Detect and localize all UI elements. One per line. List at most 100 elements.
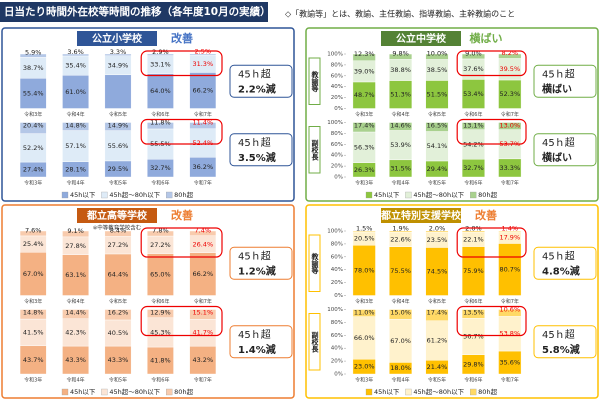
data-label: 7.4% <box>195 226 212 234</box>
x-tick-label: 令和4年 <box>67 377 85 384</box>
bar-segment <box>147 73 174 109</box>
bar-segment <box>498 122 522 130</box>
bar-segment <box>389 309 413 320</box>
data-label: 14.8% <box>65 122 86 130</box>
x-tick-label: 令和7年 <box>194 298 212 305</box>
bar-segment <box>461 230 485 233</box>
callout-line: 45ｈ超 <box>542 136 575 149</box>
panel-title: 公立中学校 <box>396 32 447 45</box>
y-tick-label: 0% <box>334 106 343 112</box>
x-tick-label: 令和6年 <box>151 111 169 118</box>
data-label: 22.1% <box>463 235 484 243</box>
callout-line: 1.4%減 <box>238 343 276 356</box>
data-label: 17.4% <box>354 122 375 130</box>
bar-segment <box>189 53 217 56</box>
y-tick-label: 100% <box>327 229 343 235</box>
legend-label: 45h以下 <box>374 191 400 199</box>
data-label: 16.5% <box>427 122 448 130</box>
data-label: 41.7% <box>192 329 213 337</box>
data-label: 42.3% <box>65 328 86 336</box>
data-label: 52.4% <box>192 139 213 147</box>
panel-title-box <box>77 31 157 46</box>
data-label: 48.7% <box>354 91 375 99</box>
callout-line: 5.8%減 <box>542 343 580 356</box>
y-tick-label: 40% <box>331 84 343 90</box>
data-label: 13.5% <box>463 309 484 317</box>
bar-segment <box>352 53 376 61</box>
data-label: 13.0% <box>499 122 520 130</box>
bar-segment <box>147 309 174 319</box>
x-tick-label: 令和7年 <box>501 377 519 384</box>
data-label: 10.6% <box>499 306 520 314</box>
bar-segment <box>104 53 132 56</box>
callout-line: 横ばい <box>542 82 572 95</box>
x-tick-label: 令和5年 <box>428 377 446 384</box>
data-label: 53.8% <box>499 330 520 338</box>
x-tick-label: 令和4年 <box>67 111 85 118</box>
data-label: 43.3% <box>65 356 86 364</box>
data-label: 38.5% <box>427 66 448 74</box>
row-label-box <box>308 234 321 292</box>
x-tick-label: 令和5年 <box>109 111 127 118</box>
bar-segment <box>425 230 449 233</box>
data-label: 39.0% <box>354 67 375 75</box>
legend-swatch <box>101 191 108 199</box>
data-label: 55.6% <box>108 142 129 150</box>
bar-segment <box>352 122 376 133</box>
data-label: 67.0% <box>390 337 411 345</box>
x-tick-label: 令和7年 <box>501 298 519 305</box>
callout-line: 3.5%減 <box>238 151 276 164</box>
highlight-box <box>140 305 223 337</box>
row-label: 副校長 <box>311 138 320 161</box>
callout-line: 45ｈ超 <box>542 249 575 262</box>
data-label: 27.2% <box>150 241 171 249</box>
data-label: 74.5% <box>427 267 448 275</box>
data-label: 33.1% <box>150 61 171 69</box>
y-tick-label: 80% <box>331 241 343 247</box>
callout-box <box>229 246 293 280</box>
y-tick-label: 60% <box>331 333 343 339</box>
bar-segment <box>104 253 132 296</box>
panel-frame <box>305 204 599 399</box>
panel-frame <box>305 27 599 202</box>
data-label: 7.6% <box>25 226 42 234</box>
data-label: 7.8% <box>152 227 169 235</box>
bar-segment <box>104 230 132 237</box>
highlight-box <box>456 118 527 145</box>
bar-segment <box>19 309 47 320</box>
data-label: 38.8% <box>390 66 411 74</box>
data-label: 31.3% <box>192 60 213 68</box>
bar-segment <box>147 122 174 130</box>
x-tick-label: 令和7年 <box>501 180 519 187</box>
legend-swatch <box>101 388 108 396</box>
data-label: 67.0% <box>23 270 44 278</box>
data-label: 20.4% <box>23 122 44 130</box>
y-tick-label: 20% <box>331 95 343 101</box>
x-tick-label: 令和5年 <box>428 180 446 187</box>
data-label: 37.6% <box>463 65 484 73</box>
legend-label: 80h超 <box>174 387 193 396</box>
data-label: 2.0% <box>465 225 482 233</box>
bar-segment <box>498 53 522 59</box>
data-label: 54.1% <box>427 142 448 150</box>
data-label: 78.0% <box>354 266 375 274</box>
data-label: 3.3% <box>110 48 127 56</box>
x-tick-label: 令和5年 <box>109 298 127 305</box>
bar-segment <box>147 346 174 375</box>
data-label: 23.5% <box>427 236 448 244</box>
row-label-box <box>308 57 321 105</box>
data-label: 55.4% <box>23 89 44 97</box>
data-label: 10.0% <box>427 50 448 58</box>
data-label: 29.8% <box>463 360 484 368</box>
callout-box <box>229 325 293 359</box>
panel-title: 公立小学校 <box>92 32 143 45</box>
data-label: 66.2% <box>192 86 213 94</box>
data-label: 1.9% <box>392 225 409 233</box>
bar-segment <box>425 53 449 60</box>
legend-swatch <box>61 388 69 396</box>
row-label: 副校長 <box>311 330 320 353</box>
x-tick-label: 令和3年 <box>355 377 373 384</box>
data-label: 43.3% <box>108 356 129 364</box>
bar-segment <box>62 318 89 347</box>
data-label: 1.5% <box>356 224 373 232</box>
